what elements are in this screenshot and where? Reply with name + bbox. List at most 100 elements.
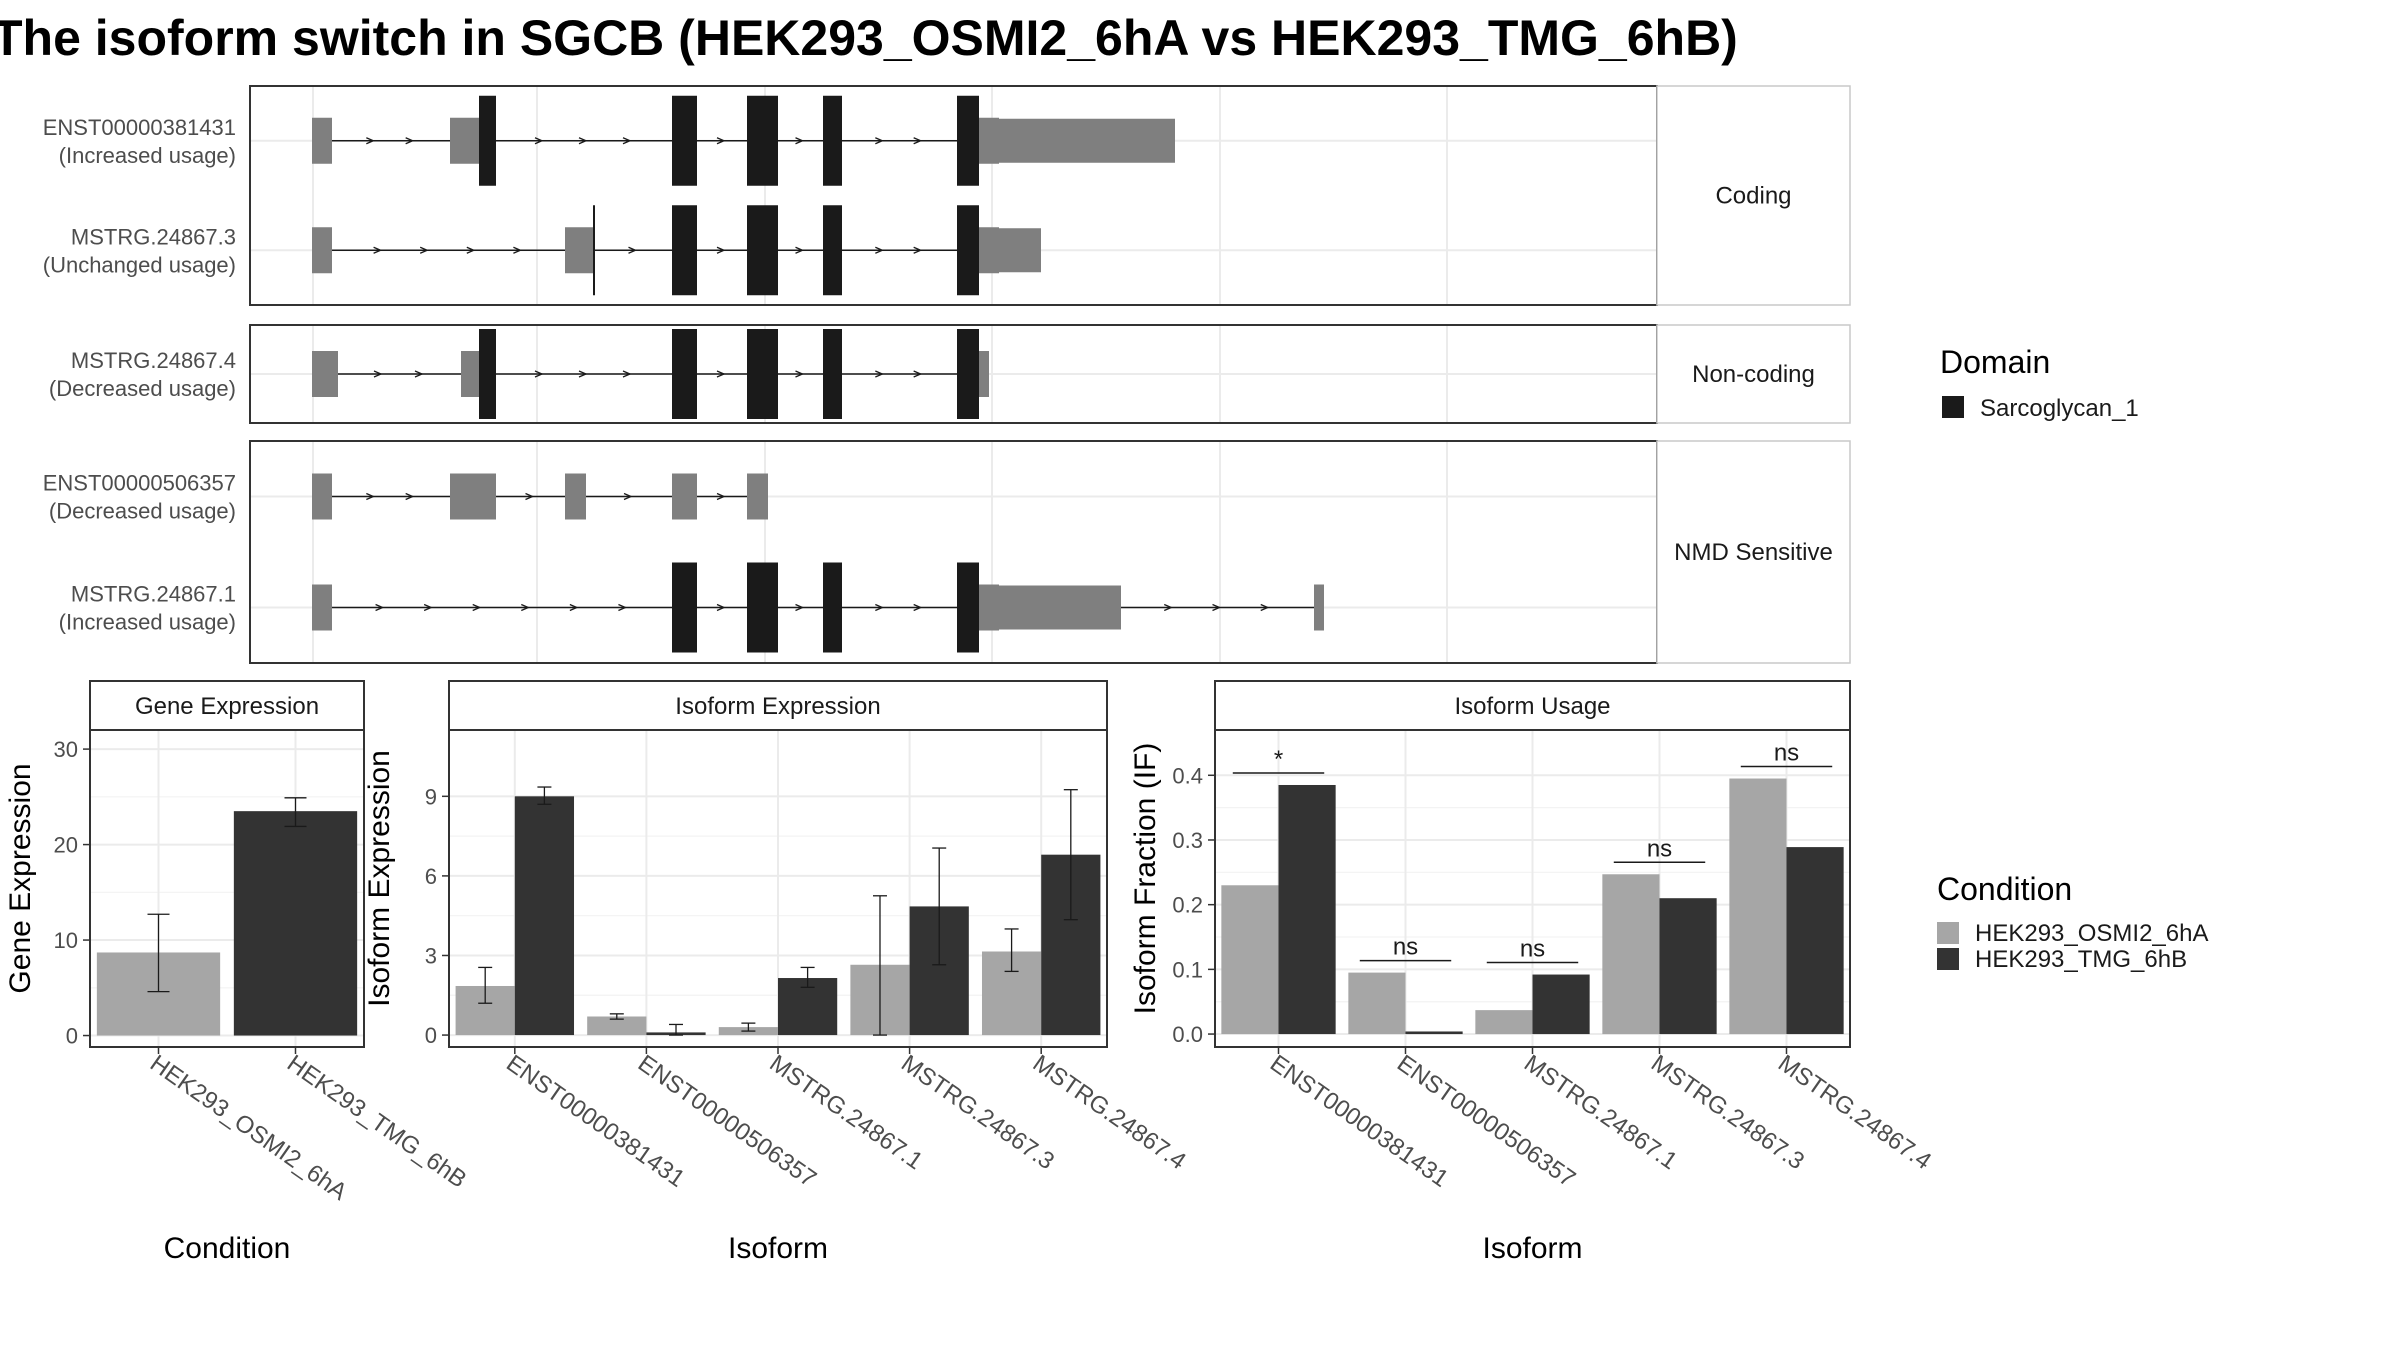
- direction-arrow: [472, 603, 482, 612]
- bar: [1602, 874, 1660, 1035]
- legends: Domain Sarcoglycan_1 Condition HEK293_OSMI2…: [1937, 344, 2208, 973]
- direction-arrow: [525, 492, 535, 501]
- direction-arrow: [414, 370, 424, 378]
- y-axis-title: Isoform Fraction (IF): [1129, 743, 1162, 1015]
- direction-arrow: [373, 246, 383, 254]
- y-tick-label: 0.4: [1172, 763, 1203, 788]
- direction-arrow: [618, 603, 628, 612]
- direction-arrow: [373, 370, 383, 378]
- y-tick-label: 30: [54, 737, 78, 762]
- utr-exon: [565, 227, 577, 274]
- bar: [1729, 778, 1787, 1035]
- direction-arrow: [466, 246, 476, 254]
- direction-arrow: [875, 137, 884, 145]
- y-tick-label: 0.1: [1172, 957, 1203, 982]
- utr-exon: [577, 227, 593, 274]
- domain-exon: [672, 329, 697, 419]
- utr-exon: [979, 227, 999, 274]
- utr-exon: [323, 473, 332, 520]
- facet-strip-label: Gene Expression: [135, 693, 319, 720]
- domain-exon: [747, 562, 778, 653]
- direction-arrow: [875, 603, 884, 612]
- utr-exon: [747, 473, 768, 520]
- facet-strip: [448, 680, 1108, 731]
- y-tick-label: 6: [425, 864, 437, 889]
- direction-arrow: [622, 370, 632, 378]
- domain-exon: [672, 562, 697, 653]
- facet-strip-label: Isoform Expression: [675, 693, 880, 720]
- utr-exon: [312, 227, 332, 274]
- direction-arrow: [795, 603, 805, 612]
- x-axis-title: Isoform: [1482, 1232, 1582, 1265]
- y-tick-label: 0.3: [1172, 828, 1203, 853]
- domain-exon: [823, 95, 842, 186]
- direction-arrow: [405, 492, 415, 501]
- legend-label: Sarcoglycan_1: [1980, 395, 2139, 422]
- facet-strip: [1656, 324, 1851, 424]
- bar: [1475, 1010, 1533, 1035]
- y-tick-label: 0: [66, 1024, 78, 1049]
- utr-exon: [999, 118, 1175, 163]
- isoform-id-label: ENST00000381431: [43, 115, 236, 140]
- utr-exon: [450, 473, 496, 520]
- bar: [1532, 974, 1590, 1035]
- direction-arrow: [875, 246, 884, 254]
- facet-strip: [1656, 85, 1851, 306]
- isoform-id-label: MSTRG.24867.4: [71, 348, 236, 373]
- bar-panel-1: Isoform Expression0369ENST00000381431ENS…: [363, 680, 1191, 1265]
- direction-arrow: [795, 137, 805, 145]
- facet-strip-label: Isoform Usage: [1454, 693, 1610, 720]
- domain-exon: [957, 95, 979, 186]
- significance-label: ns: [1393, 934, 1418, 961]
- figure-title: The isoform switch in SGCB (HEK293_OSMI2…: [0, 10, 1738, 66]
- direction-arrow: [1212, 603, 1222, 612]
- utr-exon: [312, 584, 323, 631]
- direction-arrow: [419, 246, 429, 254]
- utr-exon: [979, 584, 999, 631]
- y-axis-title: Isoform Expression: [363, 750, 396, 1007]
- bar: [1405, 1031, 1463, 1035]
- direction-arrow: [716, 246, 726, 254]
- direction-arrow: [716, 492, 726, 501]
- significance-label: ns: [1520, 936, 1545, 963]
- direction-arrow: [375, 603, 385, 612]
- direction-arrow: [913, 603, 923, 612]
- isoform-usage-label: (Decreased usage): [49, 499, 236, 524]
- structure-group-0: ENST00000381431 (Increased usage) MSTRG.24…: [43, 85, 1851, 306]
- bar-panel-0: Gene Expression0102030HEK293_OSMI2_6hAHE…: [4, 680, 471, 1265]
- y-tick-label: 9: [425, 784, 437, 809]
- utr-exon: [323, 117, 332, 164]
- domain-exon: [479, 329, 496, 419]
- isoform-id-label: MSTRG.24867.1: [71, 582, 236, 607]
- legend-swatch: [1942, 396, 1964, 418]
- isoform-usage-label: (Decreased usage): [49, 376, 236, 401]
- y-tick-label: 10: [54, 928, 78, 953]
- y-tick-label: 20: [54, 833, 78, 858]
- direction-arrow: [716, 370, 726, 378]
- domain-exon: [747, 205, 778, 296]
- direction-arrow: [423, 603, 433, 612]
- isoform-usage-label: (Increased usage): [59, 610, 236, 635]
- isoform-usage-label: (Unchanged usage): [43, 252, 236, 277]
- bar: [233, 811, 358, 1036]
- facet-strip-label: NMD Sensitive: [1674, 539, 1833, 566]
- bar: [1786, 847, 1844, 1035]
- legend-label: HEK293_OSMI2_6hA: [1975, 920, 2208, 947]
- facet-strip-label: Coding: [1715, 183, 1791, 210]
- utr-exon: [672, 473, 697, 520]
- direction-arrow: [578, 137, 588, 145]
- domain-exon: [672, 95, 697, 186]
- facet-strip: [89, 680, 365, 731]
- bar: [1348, 972, 1406, 1035]
- direction-arrow: [795, 370, 805, 378]
- structure-group-1: MSTRG.24867.4 (Decreased usage) Non-coding: [49, 324, 1851, 424]
- direction-arrow: [1260, 603, 1270, 612]
- isoform-usage-label: (Increased usage): [59, 143, 236, 168]
- y-axis-title: Gene Expression: [4, 763, 37, 993]
- domain-exon: [957, 562, 979, 653]
- x-axis-title: Condition: [164, 1232, 291, 1265]
- utr-exon: [979, 351, 989, 397]
- utr-exon: [312, 117, 323, 164]
